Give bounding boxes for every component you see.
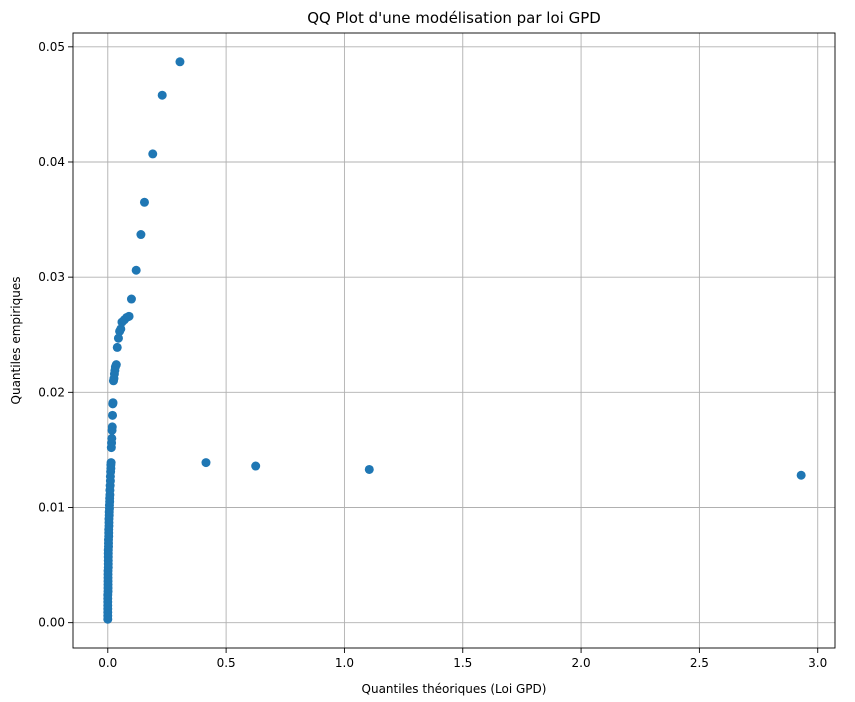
x-tick-label: 1.5	[453, 656, 472, 670]
y-tick-label: 0.01	[38, 500, 65, 514]
data-point	[126, 294, 136, 304]
data-point	[107, 433, 117, 443]
data-point	[113, 333, 123, 343]
x-tick-label: 3.0	[808, 656, 827, 670]
y-axis-ticks: 0.00 0.01 0.02 0.03 0.04 0.05	[38, 40, 73, 630]
x-axis-ticks: 0.0 0.5 1.0 1.5 2.0 2.5 3.0	[98, 648, 827, 670]
data-point	[175, 57, 185, 67]
y-axis-label: Quantiles empiriques	[9, 277, 23, 405]
x-tick-label: 2.0	[572, 656, 591, 670]
data-point	[131, 265, 141, 275]
plot-frame	[72, 32, 836, 649]
data-point	[124, 311, 134, 321]
data-point	[107, 422, 117, 432]
data-point	[796, 470, 806, 480]
data-point	[108, 410, 118, 420]
x-tick-label: 1.0	[335, 656, 354, 670]
data-point	[116, 324, 126, 334]
data-point	[201, 458, 211, 468]
y-tick-label: 0.05	[38, 40, 65, 54]
data-point	[364, 464, 374, 474]
grid	[73, 33, 835, 648]
data-point	[157, 90, 167, 100]
x-tick-label: 0.0	[98, 656, 117, 670]
data-point	[251, 461, 261, 471]
y-tick-label: 0.00	[38, 616, 65, 630]
data-point	[112, 342, 122, 352]
x-axis-label: Quantiles théoriques (Loi GPD)	[362, 682, 547, 696]
data-point	[148, 149, 158, 159]
y-tick-label: 0.02	[38, 385, 65, 399]
y-tick-label: 0.03	[38, 270, 65, 284]
data-point	[111, 360, 121, 370]
data-point	[139, 197, 149, 207]
data-point	[136, 230, 146, 240]
x-tick-label: 2.5	[690, 656, 709, 670]
scatter-points	[103, 57, 806, 624]
data-point	[108, 398, 118, 408]
chart-title: QQ Plot d'une modélisation par loi GPD	[307, 9, 601, 27]
x-tick-label: 0.5	[217, 656, 236, 670]
y-tick-label: 0.04	[38, 155, 65, 169]
data-point	[106, 458, 116, 468]
